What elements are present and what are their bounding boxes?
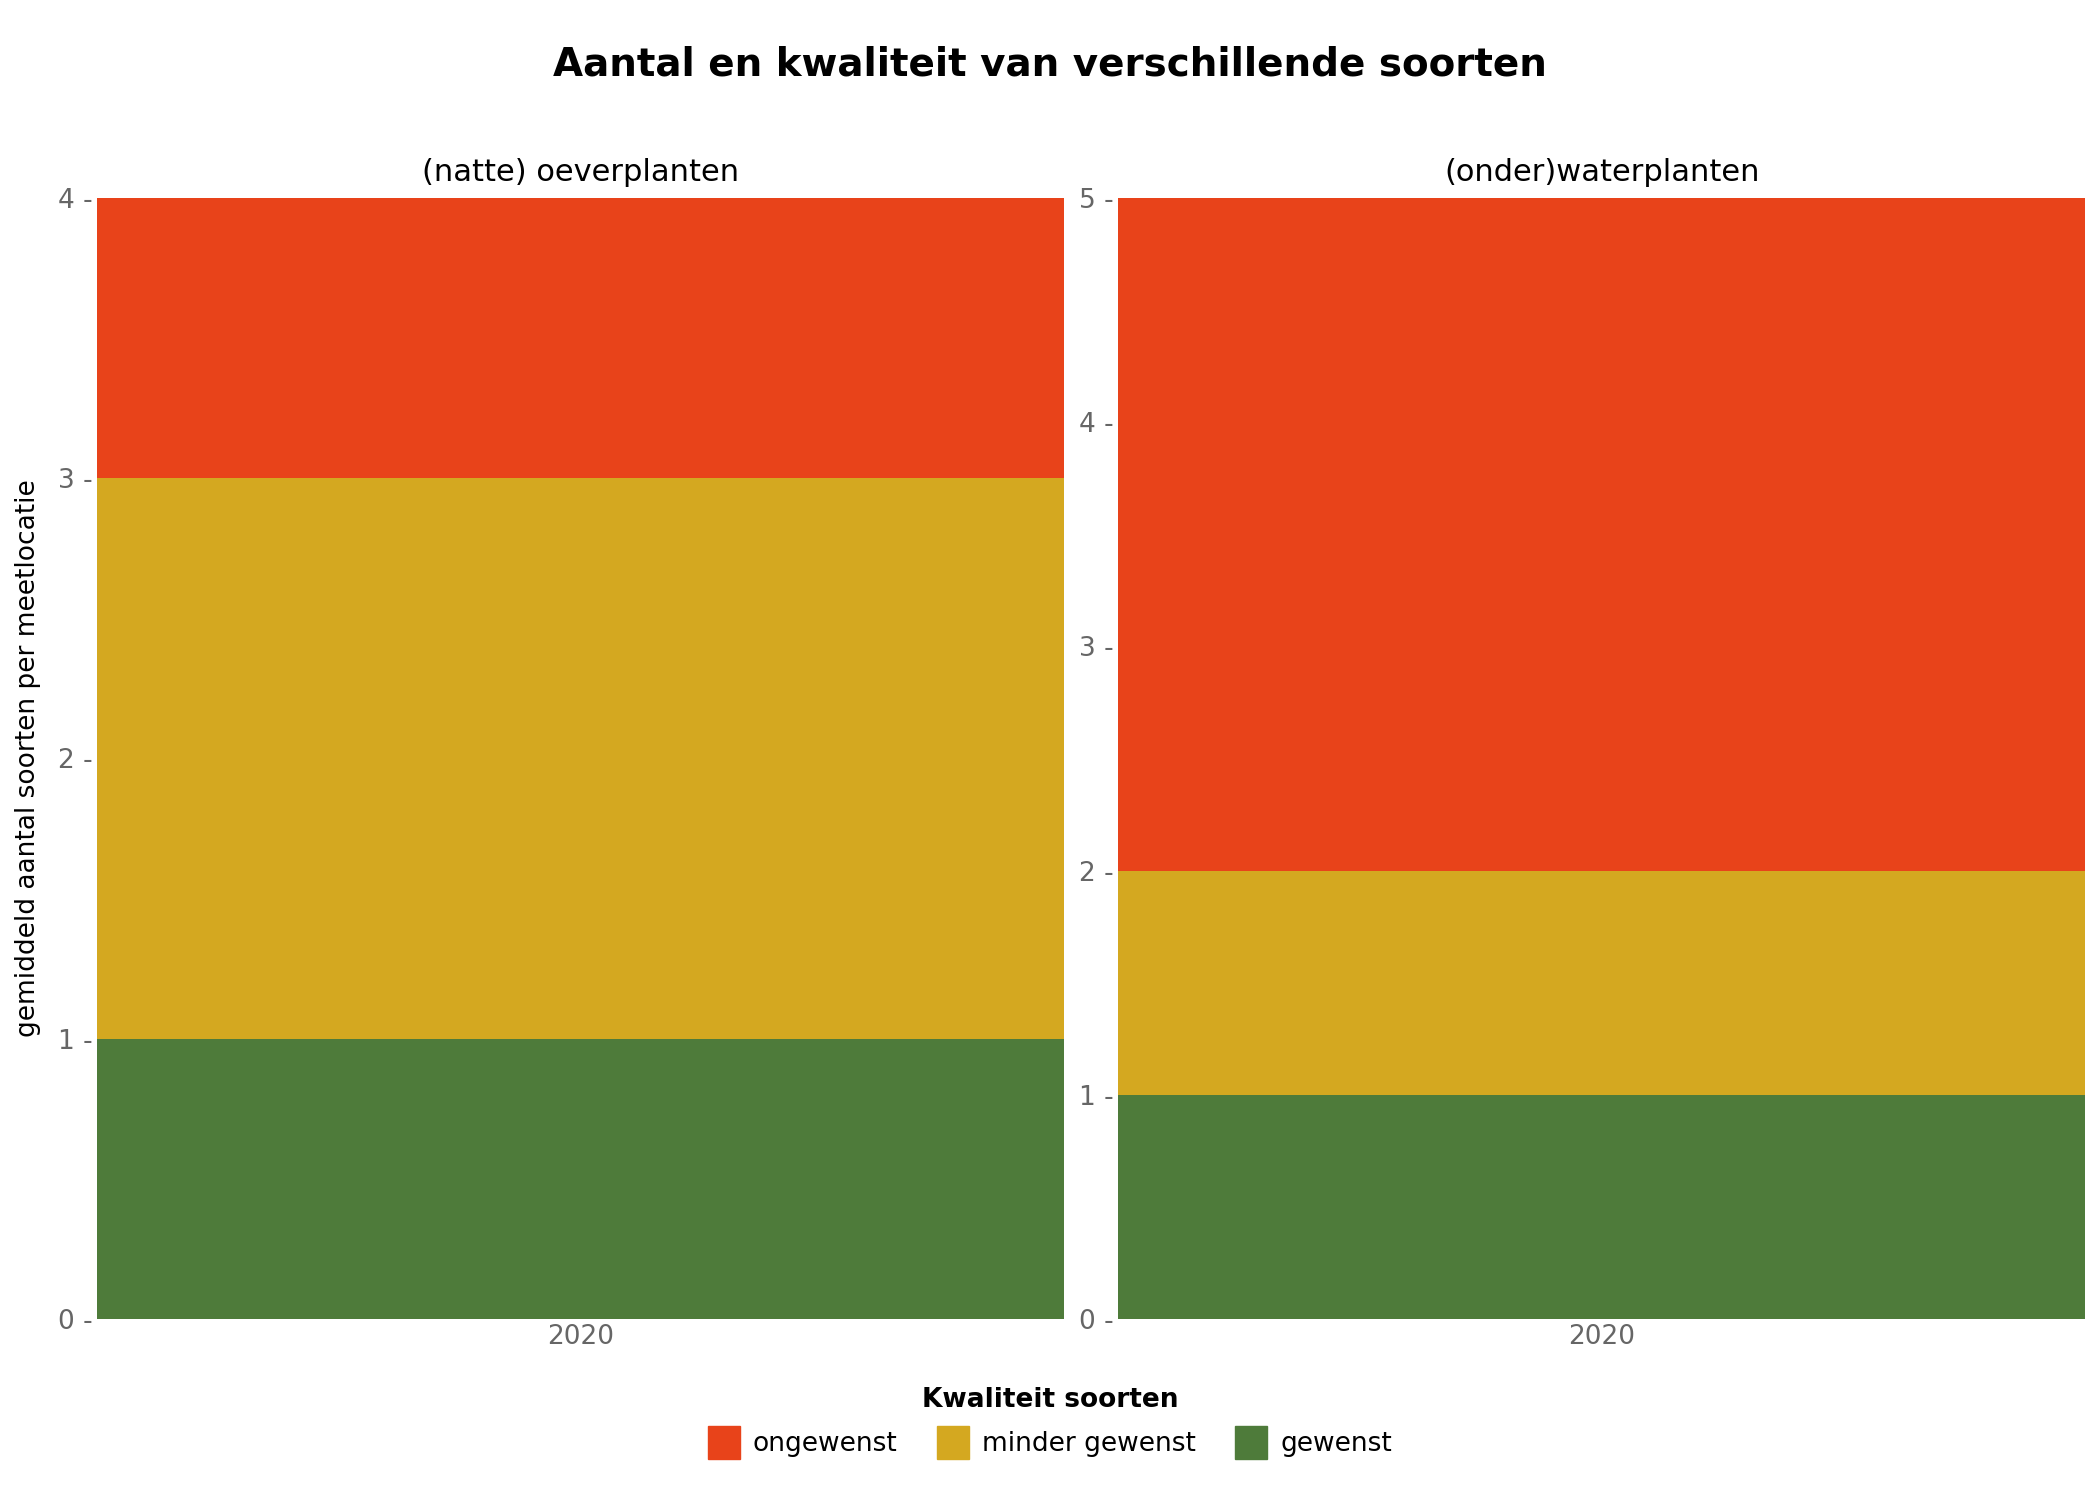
Title: (natte) oeverplanten: (natte) oeverplanten [422,158,739,188]
Y-axis label: gemiddeld aantal soorten per meetlocatie: gemiddeld aantal soorten per meetlocatie [15,480,42,1038]
Title: (onder)waterplanten: (onder)waterplanten [1445,158,1760,188]
Bar [1119,198,2085,870]
Bar [97,1040,1065,1318]
Bar [97,198,1065,478]
Bar [97,478,1065,1040]
Legend: ongewenst, minder gewenst, gewenst: ongewenst, minder gewenst, gewenst [695,1374,1405,1472]
Text: Aantal en kwaliteit van verschillende soorten: Aantal en kwaliteit van verschillende so… [552,45,1548,82]
Bar [1119,1095,2085,1318]
Bar [1119,870,2085,1095]
